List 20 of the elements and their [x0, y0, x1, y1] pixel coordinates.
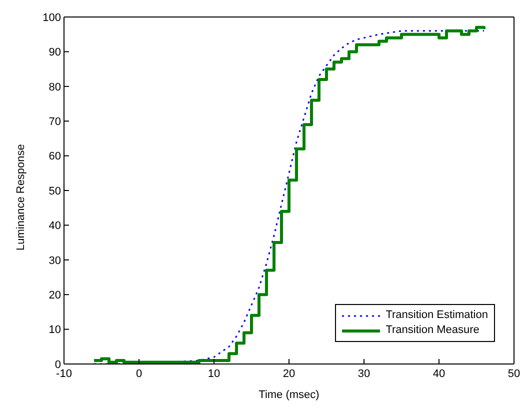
y-tick-label: 40: [48, 220, 61, 232]
x-tick-label: 40: [432, 368, 446, 380]
x-tick-label: 20: [282, 368, 296, 380]
x-tick-label: 0: [136, 368, 142, 380]
legend-label: Transition Estimation: [386, 308, 488, 323]
y-tick-label: 60: [48, 150, 61, 163]
x-tick-label: 10: [208, 368, 220, 380]
y-tick-label: 20: [48, 290, 61, 302]
y-tick-label: 80: [48, 81, 61, 94]
y-tick-label: 100: [42, 12, 61, 24]
y-axis-title: Luminance Response: [14, 144, 27, 250]
x-tick-label: 30: [358, 368, 370, 380]
legend-label: Transition Measure: [386, 323, 480, 338]
x-tick-label: 50: [508, 368, 520, 380]
y-tick-label: 50: [48, 185, 61, 198]
x-axis-title: Time (msec): [258, 389, 320, 401]
y-tick-label: 30: [48, 254, 61, 267]
y-tick-label: 10: [48, 324, 61, 336]
y-tick-label: 90: [48, 46, 61, 59]
y-tick-label: 70: [48, 116, 61, 128]
